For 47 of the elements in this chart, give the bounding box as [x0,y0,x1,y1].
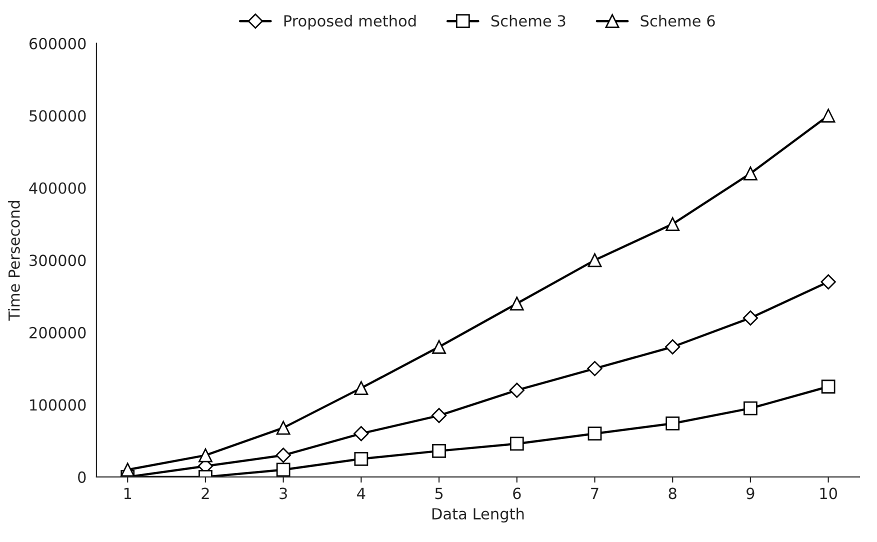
point [665,339,680,354]
point [821,380,836,394]
point [588,426,602,441]
x-tick-label: 10 [820,488,838,500]
point [588,253,602,268]
point [198,448,212,462]
point [510,296,524,310]
point [354,426,369,442]
point [276,448,291,463]
point [276,420,290,435]
point [354,381,368,396]
point [587,360,602,376]
y-tick-label: 500000 [30,110,86,122]
point [821,108,836,123]
point [509,382,524,398]
legend-label: Scheme 3 [491,14,566,27]
x-tick-label: 9 [746,488,754,500]
point [666,416,680,430]
y-axis-title: Time Persecond [8,201,20,321]
y-tick-label: 300000 [30,254,86,266]
point [744,166,758,180]
x-tick-label: 3 [280,488,287,500]
x-tick-label: 4 [357,488,366,499]
point [742,310,758,326]
x-axis-title: Data Length [432,508,524,523]
x-tick-label: 5 [435,488,443,500]
y-tick-label: 600000 [29,38,86,50]
y-tick-label: 400000 [29,182,86,194]
point [354,452,368,466]
point [432,444,446,458]
point [432,340,446,354]
x-tick-label: 7 [591,488,598,499]
x-tick-label: 8 [668,488,676,500]
y-tick-label: 100000 [30,399,86,411]
point [820,274,836,290]
point [510,436,524,451]
legend-label: Scheme 6 [640,14,715,27]
point [431,408,447,424]
y-tick-label: 200000 [30,326,86,338]
point [666,217,680,231]
x-tick-label: 6 [513,488,521,500]
x-tick-label: 1 [124,488,132,499]
legend-label: Proposed method [284,14,416,30]
point [744,401,758,416]
point [276,462,290,477]
y-tick-label: 0 [78,471,86,483]
x-tick-label: 2 [202,488,209,499]
